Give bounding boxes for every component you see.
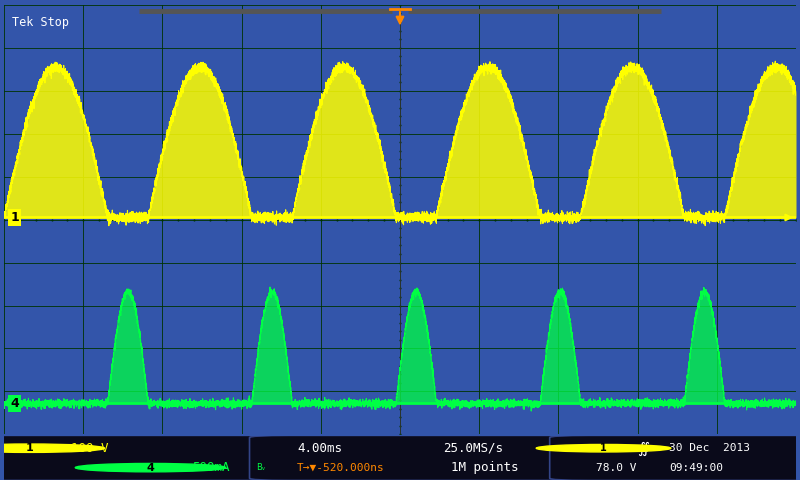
- Text: 78.0 V: 78.0 V: [597, 463, 637, 473]
- Text: 1: 1: [10, 211, 19, 224]
- Text: Tek Stop: Tek Stop: [12, 15, 69, 28]
- Text: 09:49:00: 09:49:00: [670, 463, 723, 473]
- Text: 1: 1: [26, 443, 34, 453]
- Text: 25.0MS/s: 25.0MS/s: [443, 442, 503, 455]
- Text: ∯: ∯: [638, 441, 650, 456]
- Text: T→▼-520.000ns: T→▼-520.000ns: [297, 463, 385, 473]
- Text: 1: 1: [600, 443, 607, 453]
- FancyBboxPatch shape: [250, 435, 626, 480]
- Text: 1M points: 1M points: [451, 461, 519, 474]
- FancyBboxPatch shape: [0, 435, 326, 480]
- Text: 100 V: 100 V: [71, 442, 109, 455]
- Text: 4: 4: [146, 463, 154, 473]
- Text: 4: 4: [10, 397, 19, 410]
- Text: 4.00ms: 4.00ms: [297, 442, 342, 455]
- FancyBboxPatch shape: [550, 435, 800, 480]
- Circle shape: [536, 444, 671, 452]
- Text: 30 Dec  2013: 30 Dec 2013: [670, 443, 750, 453]
- Text: 500mA: 500mA: [193, 461, 230, 474]
- Text: Bᵥ: Bᵥ: [256, 463, 266, 472]
- Circle shape: [0, 444, 105, 452]
- Circle shape: [75, 464, 226, 472]
